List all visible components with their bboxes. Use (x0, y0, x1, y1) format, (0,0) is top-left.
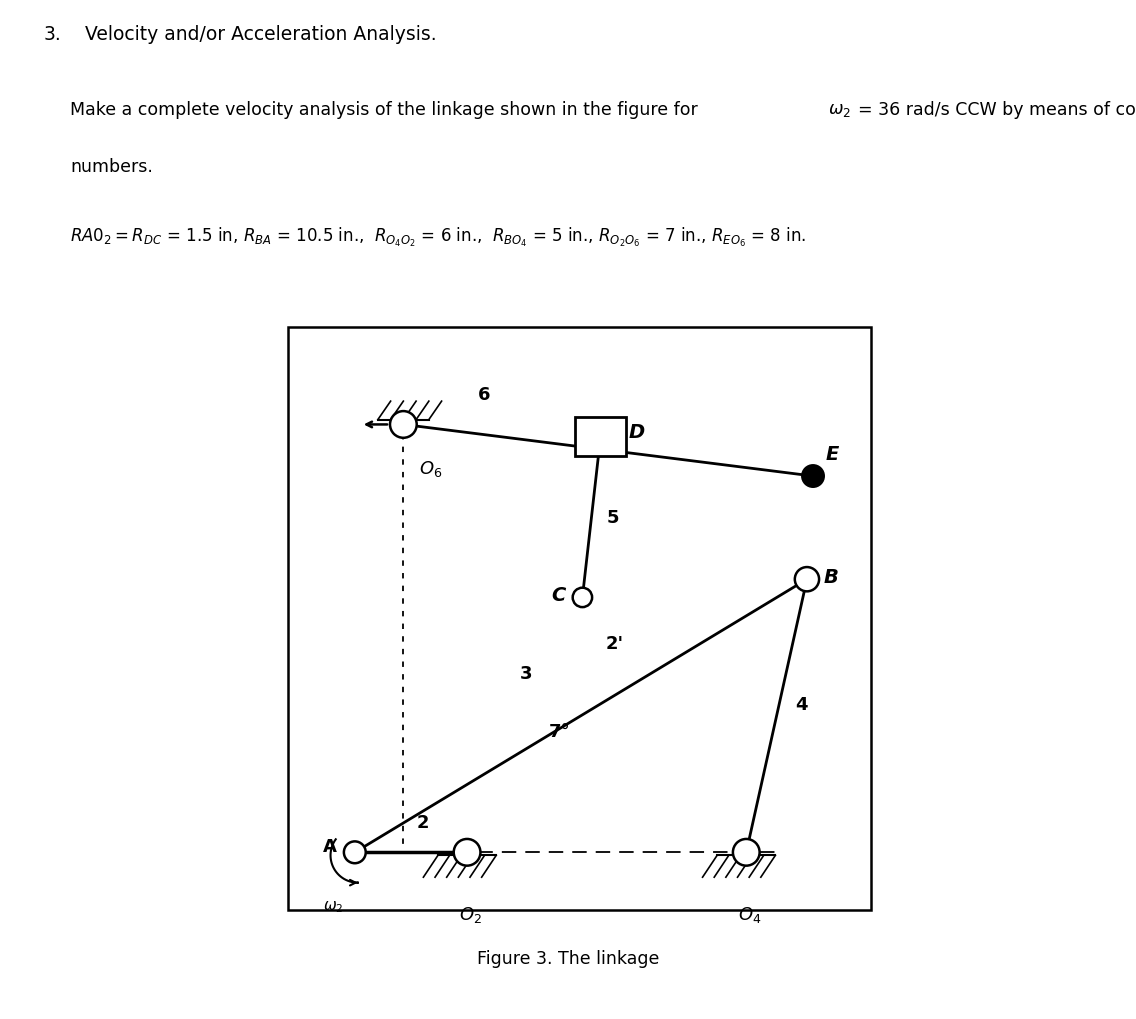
Text: 5: 5 (607, 508, 619, 527)
Circle shape (733, 839, 760, 866)
Text: $O_2$: $O_2$ (459, 904, 482, 924)
Text: 7°: 7° (549, 722, 570, 740)
Text: numbers.: numbers. (70, 158, 153, 176)
Circle shape (802, 466, 824, 487)
Text: $RA0_2 = R_{DC}$ = 1.5 in, $R_{BA}$ = 10.5 in.,  $R_{O_4O_2}$ = 6 in.,  $R_{BO_4: $RA0_2 = R_{DC}$ = 1.5 in, $R_{BA}$ = 10… (70, 226, 807, 249)
Text: 3: 3 (520, 664, 533, 683)
Text: E: E (825, 444, 838, 464)
Text: = 36 rad/s CCW by means of complex: = 36 rad/s CCW by means of complex (858, 101, 1136, 119)
Text: $\omega_2$: $\omega_2$ (827, 101, 851, 119)
Text: $O_6$: $O_6$ (418, 459, 442, 478)
Text: C: C (551, 585, 566, 604)
Text: 6: 6 (477, 386, 490, 404)
Text: 3.: 3. (43, 25, 61, 44)
Circle shape (390, 412, 417, 438)
Text: A: A (323, 838, 336, 855)
Circle shape (453, 839, 481, 866)
Circle shape (344, 842, 366, 863)
Text: Make a complete velocity analysis of the linkage shown in the figure for: Make a complete velocity analysis of the… (70, 101, 703, 119)
Text: 2': 2' (605, 634, 624, 652)
Text: Velocity and/or Acceleration Analysis.: Velocity and/or Acceleration Analysis. (85, 25, 437, 44)
Text: $\omega_2$: $\omega_2$ (324, 898, 344, 914)
Bar (575, 418, 626, 457)
Text: 2: 2 (417, 813, 429, 832)
Circle shape (573, 588, 592, 607)
Text: B: B (824, 568, 838, 586)
Text: $O_4$: $O_4$ (737, 904, 761, 924)
Text: D: D (628, 423, 645, 442)
Text: Figure 3. The linkage: Figure 3. The linkage (477, 949, 659, 967)
Circle shape (795, 568, 819, 592)
Text: 4: 4 (795, 695, 808, 713)
